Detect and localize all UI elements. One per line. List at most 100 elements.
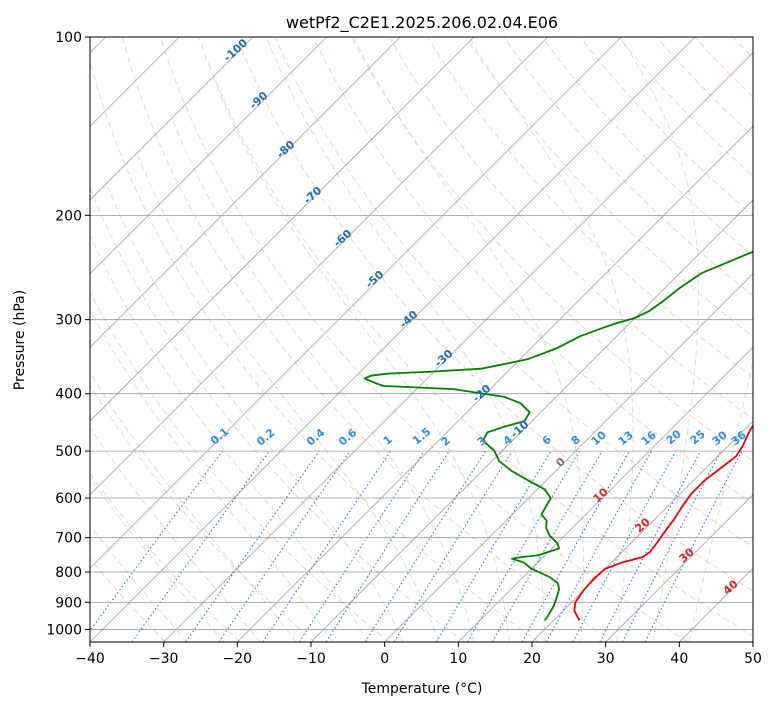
moist-adiabat	[90, 477, 225, 642]
x-tick-label: −30	[149, 651, 179, 667]
isotherm	[531, 420, 753, 642]
y-axis: 100 200 300 400 500 600 700 800 900 1000	[46, 30, 90, 638]
dry-adiabat	[771, 37, 775, 642]
isotherm-label: -10	[508, 418, 532, 441]
mixing-ratio-label: 1	[381, 433, 395, 448]
dry-adiabat	[90, 472, 241, 642]
y-tick-label: 100	[55, 30, 82, 46]
moist-adiabat	[353, 37, 584, 642]
isotherm-label: -40	[397, 308, 421, 331]
mixing-ratio-line	[364, 450, 486, 642]
isotherm	[90, 37, 401, 348]
isotherm-label: 0	[553, 455, 568, 470]
y-tick-label: 500	[55, 444, 82, 460]
isotherm-label: -70	[301, 184, 325, 207]
isotherm-label: -60	[331, 227, 355, 250]
dry-adiabat	[90, 59, 540, 642]
dry-adiabat	[121, 37, 614, 642]
dry-adiabat	[732, 37, 753, 59]
profile-line	[573, 423, 753, 621]
moist-adiabat	[90, 426, 261, 642]
mixing-ratio-line	[325, 450, 450, 642]
isotherm	[90, 37, 475, 422]
moist-adiabat	[105, 180, 404, 642]
isotherm	[90, 37, 622, 569]
line-labels: 0.1 0.2 0.4 0.6 1 1.5 2 3 4 6 8 10 13 16 20 25 3036-100-…	[208, 37, 749, 597]
dry-adiabat	[388, 37, 753, 420]
isotherm	[458, 346, 753, 642]
isotherm	[605, 494, 753, 642]
mixing-ratio-label: 2	[439, 434, 453, 449]
x-tick-label: −10	[296, 651, 326, 667]
x-tick-label: −40	[75, 651, 105, 667]
moist-adiabat	[688, 358, 753, 642]
isotherm	[679, 567, 753, 642]
moist-adiabat	[90, 233, 369, 642]
isotherm-label: 30	[677, 545, 697, 565]
y-tick-label: 400	[55, 387, 82, 403]
moist-adiabat	[265, 37, 546, 642]
dry-adiabat	[90, 186, 465, 642]
dry-adiabat	[159, 37, 689, 642]
dry-adiabat	[90, 291, 390, 642]
mixing-ratio-label: 36	[729, 428, 749, 448]
isotherm-label: -20	[470, 382, 494, 405]
isotherm	[163, 52, 753, 642]
mixing-ratio-line	[545, 450, 653, 642]
dry-adiabat	[694, 37, 753, 98]
mixing-ratio-label: 30	[710, 428, 730, 448]
mixing-ratio-line	[298, 450, 425, 642]
y-tick-label: 800	[55, 565, 82, 581]
isotherm-label: 40	[721, 577, 741, 597]
isotherm-label: -90	[247, 89, 271, 112]
profile-line	[363, 250, 753, 621]
dry-adiabat	[90, 384, 316, 642]
moist-adiabat	[620, 37, 700, 642]
mixing-ratio-line	[218, 450, 351, 642]
isotherm-label: -80	[274, 138, 298, 161]
isotherm	[90, 37, 696, 642]
mixing-ratio-line	[521, 450, 630, 642]
y-tick-label: 1000	[46, 622, 82, 638]
x-tick-label: 50	[744, 651, 762, 667]
mixing-ratio-label: 0.1	[208, 425, 231, 447]
dry-adiabat	[656, 37, 753, 138]
x-tick-label: 30	[597, 651, 615, 667]
y-tick-label: 200	[55, 208, 82, 224]
isotherm	[752, 641, 753, 642]
y-tick-label: 900	[55, 595, 82, 611]
moist-adiabat	[169, 114, 475, 642]
dry-adiabat	[541, 37, 753, 257]
dry-adiabat	[426, 37, 753, 378]
mixing-ratio-line	[131, 450, 270, 642]
mixing-ratio-label: 25	[688, 427, 708, 447]
isotherm-label: -50	[363, 268, 387, 291]
x-tick-label: 20	[523, 651, 541, 667]
y-tick-label: 600	[55, 491, 82, 507]
chart-title: wetPf2_C2E1.2025.206.02.04.E06	[286, 13, 558, 33]
moist-adiabat	[211, 72, 510, 642]
mixing-ratio-label: 20	[664, 427, 684, 447]
mixing-ratio-label: 10	[589, 428, 609, 448]
mixing-ratio-label: 0.6	[336, 426, 360, 449]
isotherm	[90, 37, 254, 201]
x-tick-label: 40	[670, 651, 688, 667]
dry-adiabat	[236, 37, 753, 592]
isotherm	[310, 199, 753, 642]
mixing-ratio-label: 3	[475, 434, 489, 449]
moist-adiabat	[90, 308, 333, 642]
y-tick-label: 700	[55, 531, 82, 547]
mixing-ratio-label: 16	[639, 428, 659, 448]
mixing-ratio-line	[572, 450, 677, 642]
mixing-ratio-label: 0.4	[304, 426, 328, 449]
isotherm	[237, 125, 753, 642]
moist-adiabat	[90, 371, 297, 642]
y-axis-label: Pressure (hPa)	[12, 290, 28, 390]
dry-adiabat	[274, 37, 753, 548]
dry-adiabat	[465, 37, 753, 338]
isotherm-label: 20	[633, 515, 653, 535]
background-lines	[90, 37, 775, 642]
isotherm	[90, 37, 327, 275]
mixing-ratio-label: 6	[540, 433, 554, 448]
mixing-ratio-line	[393, 450, 513, 642]
